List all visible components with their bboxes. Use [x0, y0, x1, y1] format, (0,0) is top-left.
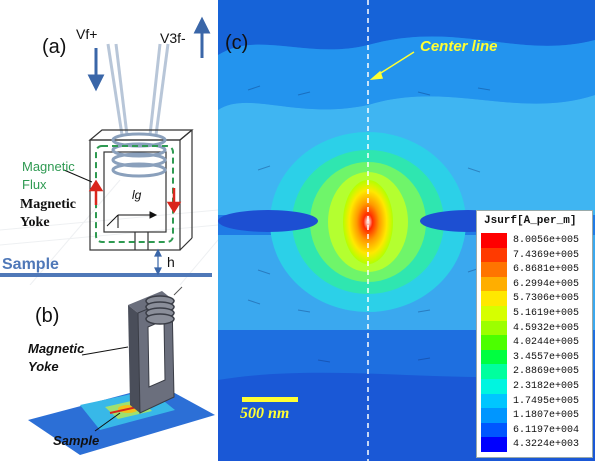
- legend-row: 5.1619e+005: [477, 306, 592, 321]
- yoke-schematic: [0, 16, 218, 285]
- legend-swatch: [481, 335, 507, 351]
- legend-swatch: [481, 233, 507, 248]
- legend-swatch: [481, 422, 507, 438]
- vf-plus-label: Vf+: [76, 26, 98, 42]
- gap-length-label: lg: [132, 188, 142, 202]
- panel-c-letter: (c): [225, 32, 249, 54]
- magnetic-yoke-label: Magnetic Yoke: [20, 197, 76, 230]
- yoke-3d-render: [28, 286, 215, 455]
- legend-row: 6.8681e+005: [477, 262, 592, 278]
- height-label: h: [167, 254, 175, 270]
- legend-swatch: [481, 437, 507, 453]
- legend-swatch: [481, 393, 507, 409]
- panel-b: (b): [0, 285, 218, 461]
- legend-swatch: [481, 379, 507, 394]
- legend-value: 2.3182e+005: [513, 381, 580, 392]
- magnetic-flux-label: Magnetic Flux: [22, 159, 75, 192]
- legend-value: 6.1197e+004: [513, 424, 580, 436]
- legend-value: 4.5932e+005: [513, 322, 580, 334]
- panel-b-letter: (b): [35, 305, 60, 327]
- legend-title: Jsurf[A_per_m]: [484, 215, 577, 227]
- color-legend: Jsurf[A_per_m] 8.0056e+005 7.4369e+005 6.8…: [476, 210, 593, 458]
- legend-swatch: [481, 306, 507, 321]
- panel-b-yoke-label: Magnetic Yoke: [28, 341, 85, 374]
- panel-c: (c) Center line 500 nm Jsurf[A_per_m] 8.…: [218, 0, 595, 461]
- legend-row: 2.3182e+005: [477, 379, 592, 394]
- legend-swatch: [481, 364, 507, 380]
- legend-swatch: [481, 276, 507, 292]
- legend-row: 4.3224e+003: [477, 437, 592, 453]
- panel-a: (a) Vf+ V3f- Magnetic Flux Magnetic Yoke…: [0, 0, 218, 285]
- axis-triad: [106, 211, 158, 228]
- sample-bar: [0, 273, 212, 277]
- scale-bar: [242, 397, 298, 402]
- legend-row: 5.7306e+005: [477, 291, 592, 307]
- h-dimension: [154, 248, 162, 276]
- legend-value: 2.8869e+005: [513, 366, 580, 378]
- legend-swatch: [481, 291, 507, 307]
- legend-value: 3.4557e+005: [513, 351, 580, 363]
- legend-row: 6.2994e+005: [477, 276, 592, 292]
- legend-value: 5.1619e+005: [513, 308, 580, 319]
- panel-a-letter: (a): [42, 36, 67, 58]
- legend-row: 1.1807e+005: [477, 408, 592, 424]
- scale-bar-label: 500 nm: [240, 405, 290, 422]
- legend-row: 8.0056e+005: [477, 233, 592, 248]
- legend-row: 1.7495e+005: [477, 393, 592, 409]
- legend-value: 6.2994e+005: [513, 278, 580, 290]
- legend-value: 4.0244e+005: [513, 337, 580, 349]
- panel-b-sample-label: Sample: [53, 433, 100, 448]
- legend-row: 7.4369e+005: [477, 247, 592, 263]
- legend-swatch: [481, 262, 507, 278]
- legend-value: 6.8681e+005: [513, 264, 580, 276]
- legend-value: 1.7495e+005: [513, 395, 580, 407]
- legend-value: 7.4369e+005: [513, 249, 580, 261]
- yoke-box: [88, 129, 194, 251]
- legend-swatch: [481, 247, 507, 263]
- output-arrow-up: [193, 16, 211, 58]
- center-line-label: Center line: [420, 38, 498, 55]
- legend-value: 5.7306e+005: [513, 293, 580, 305]
- legend-value: 1.1807e+005: [513, 410, 580, 422]
- legend-row: 2.8869e+005: [477, 364, 592, 380]
- flux-arrows: [88, 179, 182, 214]
- legend-swatch: [481, 320, 507, 336]
- legend-value: 4.3224e+003: [513, 439, 580, 451]
- coil: [111, 132, 167, 178]
- legend-value: 8.0056e+005: [513, 235, 580, 246]
- input-arrow-down: [87, 48, 105, 92]
- sample-label-a: Sample: [2, 256, 59, 273]
- legend-row: 3.4557e+005: [477, 349, 592, 365]
- v3f-minus-label: V3f-: [160, 30, 186, 46]
- legend-swatch: [481, 408, 507, 424]
- legend-row: 4.5932e+005: [477, 320, 592, 336]
- legend-swatch: [481, 349, 507, 365]
- center-line-pointer: [369, 51, 415, 80]
- legend-row: 6.1197e+004: [477, 422, 592, 438]
- legend-row: 4.0244e+005: [477, 335, 592, 351]
